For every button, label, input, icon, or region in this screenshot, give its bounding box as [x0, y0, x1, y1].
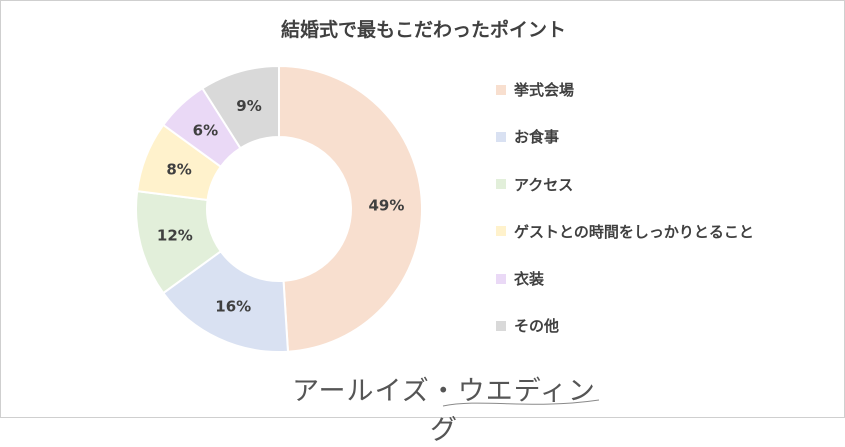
data-label-2: 16% — [215, 297, 251, 315]
legend-item-5: 衣装 — [496, 267, 754, 291]
legend-label: 衣装 — [514, 270, 545, 289]
data-label-4: 8% — [166, 160, 191, 178]
donut-slice-6 — [200, 64, 280, 150]
chart-title: 結婚式で最もこだわったポイント — [280, 19, 566, 41]
legend-item-3: アクセス — [496, 172, 754, 196]
legend-swatch — [496, 84, 506, 95]
legend-label: ゲストとの時間をしっかりとること — [514, 222, 754, 241]
data-label-5: 6% — [193, 122, 218, 140]
legend-swatch — [496, 273, 506, 284]
legend-label: その他 — [514, 317, 560, 336]
legend-label: アクセス — [514, 175, 574, 194]
legend-swatch — [496, 179, 506, 190]
legend-item-6: その他 — [496, 314, 754, 338]
data-label-1: 49% — [368, 197, 404, 215]
brand-logo-text: アールイズ・ウエディング — [292, 376, 596, 446]
legend-item-2: お食事 — [496, 125, 754, 149]
legend-swatch — [496, 226, 506, 237]
legend-swatch — [496, 131, 506, 142]
legend-swatch — [496, 320, 506, 331]
donut-slice-1 — [278, 64, 424, 353]
logo-flourish — [442, 399, 600, 407]
legend-item-1: 挙式会場 — [496, 78, 754, 102]
chart-legend: 挙式会場お食事アクセスゲストとの時間をしっかりとること 衣装その他 — [496, 78, 754, 361]
legend-label: 挙式会場 — [514, 81, 575, 100]
data-label-3: 12% — [157, 227, 193, 245]
donut-chart: 49% 16% 12% 8% 6% 9% — [135, 64, 424, 353]
data-label-6: 9% — [236, 97, 261, 115]
legend-item-4: ゲストとの時間をしっかりとること — [496, 220, 754, 244]
legend-label: お食事 — [514, 128, 560, 147]
